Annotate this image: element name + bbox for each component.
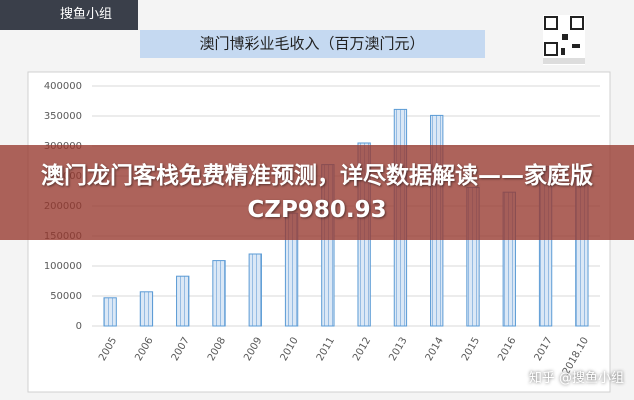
bar: [103, 297, 117, 327]
headline: 澳门龙门客栈免费精准预测，详尽数据解读——家庭版CZP980.93: [41, 162, 593, 223]
logo: 搜鱼小组: [0, 0, 138, 30]
y-tick-label: 350000: [44, 111, 82, 122]
watermark: 知乎 @搜鱼小组: [528, 371, 624, 386]
qr-code: [543, 15, 585, 65]
y-tick-label: 50000: [50, 291, 82, 302]
y-tick-label: 400000: [44, 81, 82, 92]
title-box: [140, 30, 485, 58]
y-tick-label: 100000: [44, 261, 82, 272]
bar: [212, 260, 226, 327]
y-tick-label: 0: [76, 321, 82, 332]
bar: [176, 275, 190, 327]
chart-title: 澳门博彩业毛收入（百万澳门元）: [199, 35, 424, 53]
banner: 澳门龙门客栈免费精准预测，详尽数据解读——家庭版CZP980.93: [0, 145, 634, 240]
bar: [139, 291, 154, 327]
bar: [248, 253, 262, 327]
